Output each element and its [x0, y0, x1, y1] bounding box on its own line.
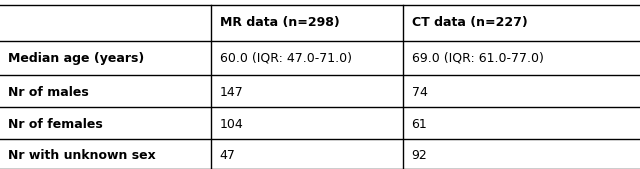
- Text: Nr of females: Nr of females: [8, 118, 103, 131]
- Text: Nr of males: Nr of males: [8, 86, 89, 99]
- Text: 69.0 (IQR: 61.0-77.0): 69.0 (IQR: 61.0-77.0): [412, 52, 543, 65]
- Text: 92: 92: [412, 149, 428, 162]
- Text: 47: 47: [220, 149, 236, 162]
- Text: Nr with unknown sex: Nr with unknown sex: [8, 149, 156, 162]
- Text: 104: 104: [220, 118, 243, 131]
- Text: Median age (years): Median age (years): [8, 52, 145, 65]
- Text: 61: 61: [412, 118, 428, 131]
- Text: 60.0 (IQR: 47.0-71.0): 60.0 (IQR: 47.0-71.0): [220, 52, 351, 65]
- Text: 74: 74: [412, 86, 428, 99]
- Text: 147: 147: [220, 86, 243, 99]
- Text: MR data (n=298): MR data (n=298): [220, 16, 339, 29]
- Text: CT data (n=227): CT data (n=227): [412, 16, 527, 29]
